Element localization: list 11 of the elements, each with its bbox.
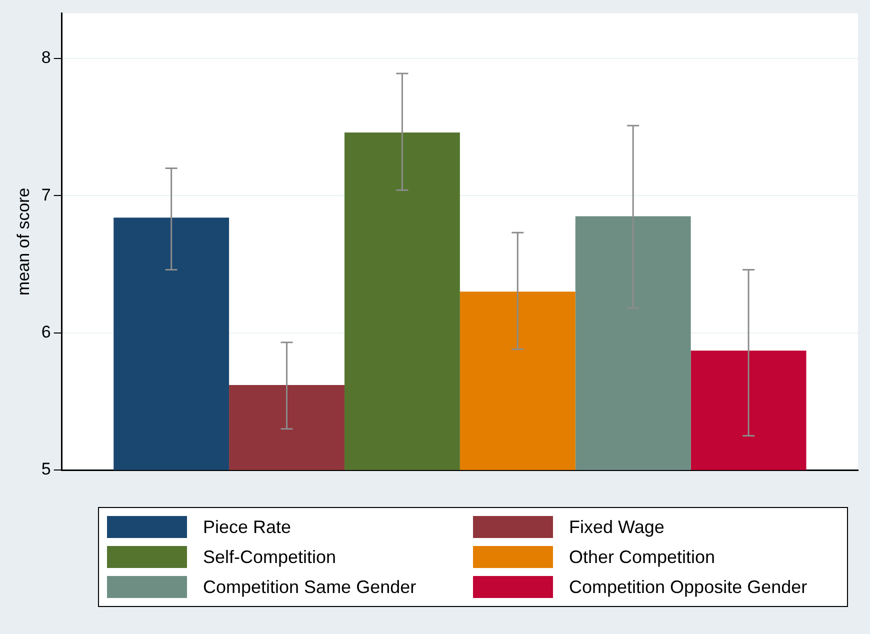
legend-label: Other Competition <box>569 546 716 568</box>
y-tick-label: 5 <box>41 460 51 479</box>
legend-label: Self-Competition <box>203 546 336 568</box>
legend-label: Piece Rate <box>203 516 292 538</box>
legend-label: Competition Opposite Gender <box>569 576 808 598</box>
y-axis-title: mean of score <box>14 188 33 296</box>
legend-label: Fixed Wage <box>569 516 664 538</box>
legend-label: Competition Same Gender <box>203 576 416 598</box>
y-tick-label: 6 <box>41 322 51 342</box>
y-tick-label: 8 <box>41 48 51 68</box>
y-tick-label: 7 <box>41 185 51 204</box>
